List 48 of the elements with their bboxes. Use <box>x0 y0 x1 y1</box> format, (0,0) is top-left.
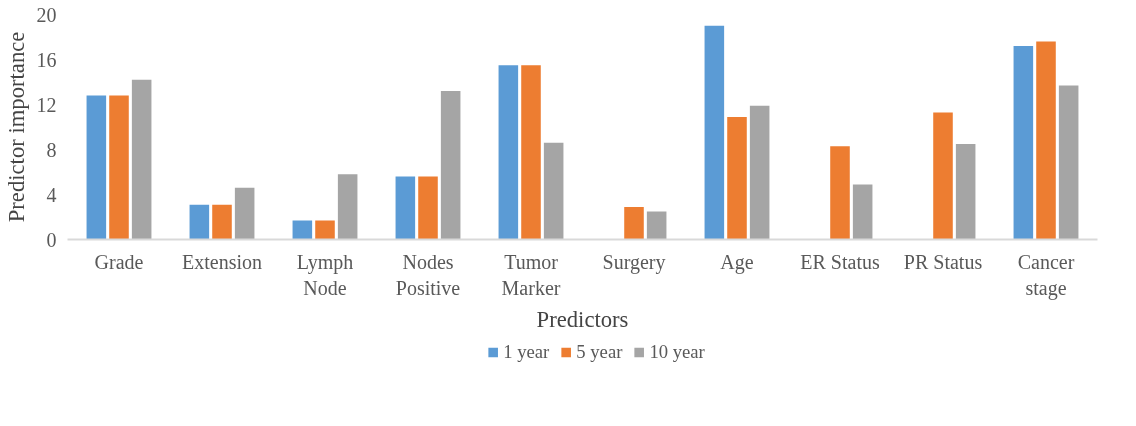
bar <box>830 146 850 240</box>
x-tick-label: Age <box>720 250 754 274</box>
bar <box>727 116 747 240</box>
x-tick-label: Surgery <box>602 250 666 274</box>
bar <box>1013 46 1034 240</box>
bar <box>704 25 725 240</box>
x-tick-label: PR Status <box>903 250 983 273</box>
bar <box>315 220 335 240</box>
legend-label: 5 year <box>576 341 623 363</box>
bar <box>1058 85 1079 240</box>
y-tick-label: 4 <box>46 183 57 206</box>
bar <box>109 95 129 240</box>
legend-label: 1 year <box>503 341 550 363</box>
bar <box>418 176 438 240</box>
bar <box>955 143 976 240</box>
x-axis-title: Predictors <box>536 306 629 332</box>
x-tick-label: ER Status <box>800 250 880 273</box>
x-tick-label: Grade <box>94 250 144 273</box>
y-tick-label: 20 <box>36 3 57 26</box>
bar <box>749 105 770 240</box>
bar <box>646 211 667 240</box>
bar <box>86 95 107 240</box>
bar <box>189 204 210 240</box>
bar <box>933 112 953 240</box>
bar <box>234 187 255 240</box>
x-tick-label: Lymph Node <box>296 250 354 299</box>
bar <box>292 220 313 240</box>
bar <box>521 65 541 240</box>
y-tick-label: 12 <box>36 93 57 116</box>
bar <box>1036 41 1056 240</box>
x-tick-label: Cancer stage <box>1017 250 1075 300</box>
y-tick-label: 0 <box>46 228 57 251</box>
bar <box>395 176 416 240</box>
bar <box>852 184 873 240</box>
x-tick-label: Tumor Marker <box>501 250 561 299</box>
y-tick-label: 8 <box>46 138 57 161</box>
legend-label: 10 year <box>649 341 705 363</box>
y-axis-title: Predictor importance <box>3 31 29 223</box>
bar <box>212 204 232 240</box>
bar <box>131 79 152 240</box>
bar <box>543 142 564 240</box>
y-tick-label: 16 <box>36 48 57 71</box>
bar <box>498 65 519 240</box>
bar <box>624 206 644 240</box>
bar <box>440 91 461 240</box>
x-tick-label: Extension <box>182 250 262 273</box>
x-tick-label: Nodes Positive <box>395 250 461 299</box>
bar <box>337 174 358 240</box>
